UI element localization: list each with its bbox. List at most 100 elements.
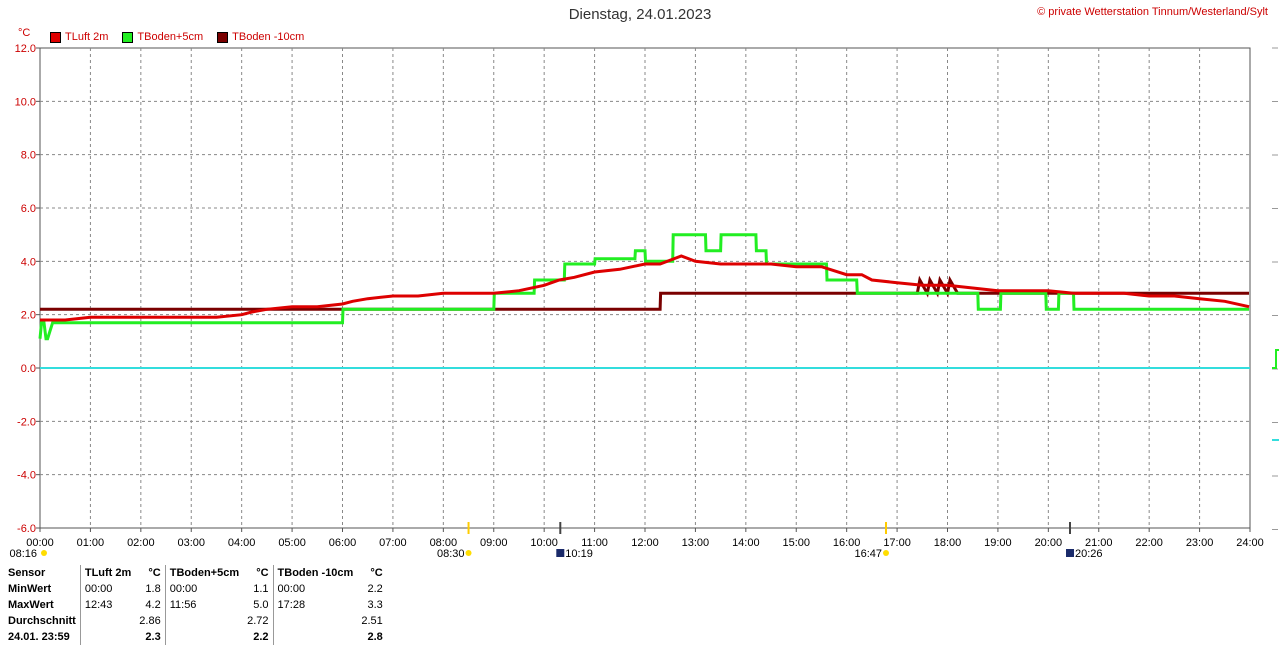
moon-icon <box>1066 549 1075 557</box>
stats-row-min: MinWert 00:00 1.8 00:00 1.1 00:00 2.2 <box>4 581 387 597</box>
y-tick-label: -6.0 <box>17 523 36 535</box>
stats-cell: 11:56 <box>164 597 244 613</box>
stats-cell <box>164 629 244 645</box>
legend-label-tluft: TLuft 2m <box>65 31 109 43</box>
x-tick-label: 05:00 <box>278 537 306 549</box>
x-tick-label: 04:00 <box>228 537 256 549</box>
stats-cell: 2.3 <box>145 631 161 643</box>
moon-icon <box>556 549 565 557</box>
x-tick-label: 14:00 <box>732 537 760 549</box>
sun-time-label: 08:16 <box>9 548 37 560</box>
x-tick-label: 21:00 <box>1085 537 1113 549</box>
stats-cell: 5.0 <box>253 599 269 611</box>
stats-header-tboden10: TBoden -10cm <box>272 565 358 581</box>
x-tick-label: 03:00 <box>177 537 205 549</box>
y-tick-label: -2.0 <box>17 416 36 428</box>
stats-cell: 1.8 <box>145 583 161 595</box>
x-tick-label: 22:00 <box>1135 537 1163 549</box>
page-title: Dienstag, 24.01.2023 <box>568 6 712 23</box>
stats-cell: 2.2 <box>367 583 383 595</box>
moon-time-label: 20:26 <box>1075 548 1103 560</box>
stats-header-tluft: TLuft 2m <box>79 565 136 581</box>
stats-cell: 3.3 <box>367 599 383 611</box>
y-tick-label: 8.0 <box>21 150 36 162</box>
stats-cell <box>272 629 358 645</box>
series-line-tboden5 <box>38 233 1249 341</box>
legend-item-tboden5: TBoden+5cm <box>122 31 203 43</box>
station-credit: © private Wetterstation Tinnum/Westerlan… <box>1037 6 1268 18</box>
sun-time-label: 16:47 <box>854 548 882 560</box>
x-tick-label: 17:00 <box>883 537 911 549</box>
legend-label-tboden5: TBoden+5cm <box>137 31 204 43</box>
x-tick-label: 00:00 <box>26 537 54 549</box>
y-tick-label: 4.0 <box>21 256 36 268</box>
stats-cell: 2.51 <box>361 615 383 627</box>
y-axis-unit: °C <box>18 27 31 39</box>
x-tick-label: 13:00 <box>682 537 710 549</box>
stats-cell: Durchschnitt <box>8 615 76 627</box>
x-tick-label: 23:00 <box>1186 537 1214 549</box>
legend-item-tboden10: TBoden -10cm <box>217 31 304 43</box>
stats-cell: 4.2 <box>145 599 161 611</box>
stats-cell: 00:00 <box>272 581 358 597</box>
sun-time-label: 08:30 <box>437 548 465 560</box>
y-tick-label: 0.0 <box>21 363 36 375</box>
x-tick-label: 16:00 <box>833 537 861 549</box>
stats-header-unit: °C <box>148 567 161 579</box>
x-tick-label: 12:00 <box>631 537 659 549</box>
x-tick-label: 19:00 <box>984 537 1012 549</box>
legend-label-tboden10: TBoden -10cm <box>232 31 305 43</box>
stats-cell <box>272 613 358 629</box>
x-tick-label: 15:00 <box>782 537 810 549</box>
y-tick-label: 12.0 <box>15 43 36 55</box>
stats-cell <box>164 613 244 629</box>
x-tick-label: 10:00 <box>530 537 558 549</box>
stats-cell <box>79 613 136 629</box>
legend-swatch-tboden5 <box>122 31 134 43</box>
stats-cell: 2.86 <box>139 615 161 627</box>
x-tick-label: 08:00 <box>430 537 458 549</box>
stats-table: Sensor TLuft 2m °C TBoden+5cm °C TBoden … <box>4 565 387 645</box>
y-tick-label: 2.0 <box>21 310 36 322</box>
legend-item-tluft: TLuft 2m <box>50 31 108 43</box>
stats-row-current: 24.01. 23:59 2.3 2.2 2.8 <box>4 629 387 645</box>
sun-icon <box>465 550 472 556</box>
y-tick-label: -4.0 <box>17 470 36 482</box>
stats-header-unit: °C <box>370 567 383 579</box>
moon-time-label: 10:19 <box>565 548 593 560</box>
stats-cell: MinWert <box>8 583 52 595</box>
stats-cell <box>79 629 136 645</box>
stats-cell: MaxWert <box>8 599 54 611</box>
series-line-tluft <box>40 254 1250 322</box>
stats-header-sensor: Sensor <box>8 567 46 579</box>
stats-cell: 1.1 <box>253 583 269 595</box>
x-tick-label: 07:00 <box>379 537 407 549</box>
stats-cell: 17:28 <box>272 597 358 613</box>
stats-cell: 00:00 <box>79 581 136 597</box>
y-tick-label: 10.0 <box>15 96 36 108</box>
x-tick-label: 20:00 <box>1035 537 1063 549</box>
stats-cell: 2.8 <box>367 631 383 643</box>
chart-legend: TLuft 2m TBoden+5cm TBoden -10cm <box>50 31 304 43</box>
stats-cell: 2.72 <box>247 615 269 627</box>
stats-header-tboden5: TBoden+5cm <box>164 565 244 581</box>
stats-cell: 00:00 <box>164 581 244 597</box>
x-tick-label: 11:00 <box>581 537 608 549</box>
y-tick-label: 6.0 <box>21 203 36 215</box>
stats-row-avg: Durchschnitt 2.86 2.72 2.51 <box>4 613 387 629</box>
right-scale-mini-line <box>1272 349 1279 369</box>
stats-cell: 2.2 <box>253 631 269 643</box>
stats-cell: 24.01. 23:59 <box>8 631 70 643</box>
legend-swatch-tboden10 <box>217 31 229 43</box>
x-tick-label: 02:00 <box>127 537 155 549</box>
x-tick-label: 18:00 <box>934 537 962 549</box>
x-tick-label: 01:00 <box>77 537 105 549</box>
temperature-chart: 12.0 10.0 8.0 6.0 4.0 2.0 0.0 -2.0 -4.0 -6.0 00:00… <box>9 43 1279 560</box>
stats-header-row: Sensor TLuft 2m °C TBoden+5cm °C TBoden … <box>4 565 387 581</box>
sun-icon <box>882 550 889 556</box>
x-tick-label: 24:00 <box>1236 537 1264 549</box>
sun-icon <box>41 550 47 556</box>
x-tick-label: 09:00 <box>480 537 508 549</box>
x-tick-label: 06:00 <box>329 537 357 549</box>
stats-row-max: MaxWert 12:43 4.2 11:56 5.0 17:28 3.3 <box>4 597 387 613</box>
